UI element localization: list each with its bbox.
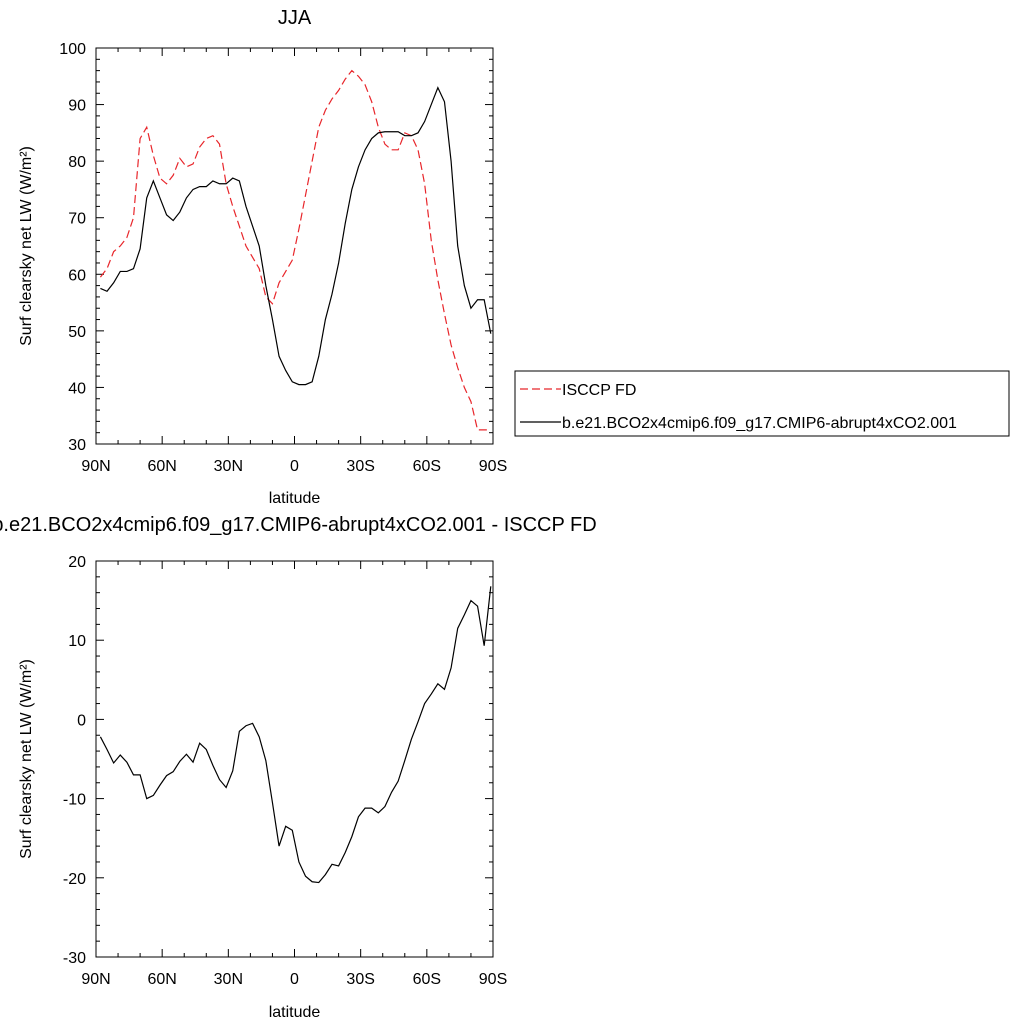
- x-tick-label: 60S: [413, 971, 441, 988]
- x-tick-label: 90N: [81, 971, 110, 988]
- x-tick-label: 0: [290, 971, 299, 988]
- chart-panel-2: b.e21.BCO2x4cmip6.f09_g17.CMIP6-abrupt4x…: [0, 514, 597, 1021]
- y-tick-label: 30: [68, 437, 86, 454]
- x-tick-label: 0: [290, 458, 299, 475]
- y-tick-label: 90: [68, 98, 86, 115]
- x-tick-label: 90N: [81, 458, 110, 475]
- legend-box: [514, 370, 1010, 437]
- x-tick-label: 90S: [479, 458, 507, 475]
- y-tick-label: -30: [63, 950, 86, 967]
- y-tick-label: 50: [68, 324, 86, 341]
- y-tick-label: 0: [77, 712, 86, 729]
- x-tick-label: 30N: [214, 458, 243, 475]
- y-tick-label: 10: [68, 633, 86, 650]
- plot-frame: [95, 47, 494, 445]
- x-axis-label: latitude: [269, 1004, 321, 1021]
- y-tick-label: -20: [63, 871, 86, 888]
- legend: ISCCP FD b.e21.BCO2x4cmip6.f09_g17.CMIP6-…: [514, 370, 1010, 437]
- x-tick-label: 60N: [147, 458, 176, 475]
- x-tick-label: 30S: [346, 458, 374, 475]
- chart-title: JJA: [278, 7, 312, 29]
- x-tick-label: 90S: [479, 971, 507, 988]
- y-tick-label: 60: [68, 267, 86, 284]
- x-axis-label: latitude: [269, 490, 321, 507]
- y-tick-label: -10: [63, 792, 86, 809]
- series-line-1: [99, 586, 492, 884]
- y-tick-label: 70: [68, 211, 86, 228]
- series-line-2: [100, 86, 492, 386]
- chart-panel-1: JJA 90N 60N 30N 0 30S 60S 90S 30 40 50 60 70 80 90 100 l…: [18, 7, 1010, 507]
- y-tick-label: 100: [59, 41, 86, 58]
- x-tick-label: 30S: [346, 971, 374, 988]
- y-axis-label: Surf clearsky net LW (W/m²): [18, 659, 35, 859]
- y-tick-label: 20: [68, 554, 86, 571]
- series-line-1: [99, 69, 491, 431]
- y-axis-label: Surf clearsky net LW (W/m²): [18, 146, 35, 346]
- legend-label: ISCCP FD: [562, 382, 636, 399]
- x-tick-label: 60N: [147, 971, 176, 988]
- x-tick-label: 60S: [413, 458, 441, 475]
- y-tick-label: 80: [68, 154, 86, 171]
- chart-title: b.e21.BCO2x4cmip6.f09_g17.CMIP6-abrupt4x…: [0, 514, 597, 536]
- y-tick-label: 40: [68, 380, 86, 397]
- legend-label: b.e21.BCO2x4cmip6.f09_g17.CMIP6-abrupt4x…: [562, 415, 957, 432]
- x-tick-label: 30N: [214, 971, 243, 988]
- plot-frame: [95, 560, 494, 958]
